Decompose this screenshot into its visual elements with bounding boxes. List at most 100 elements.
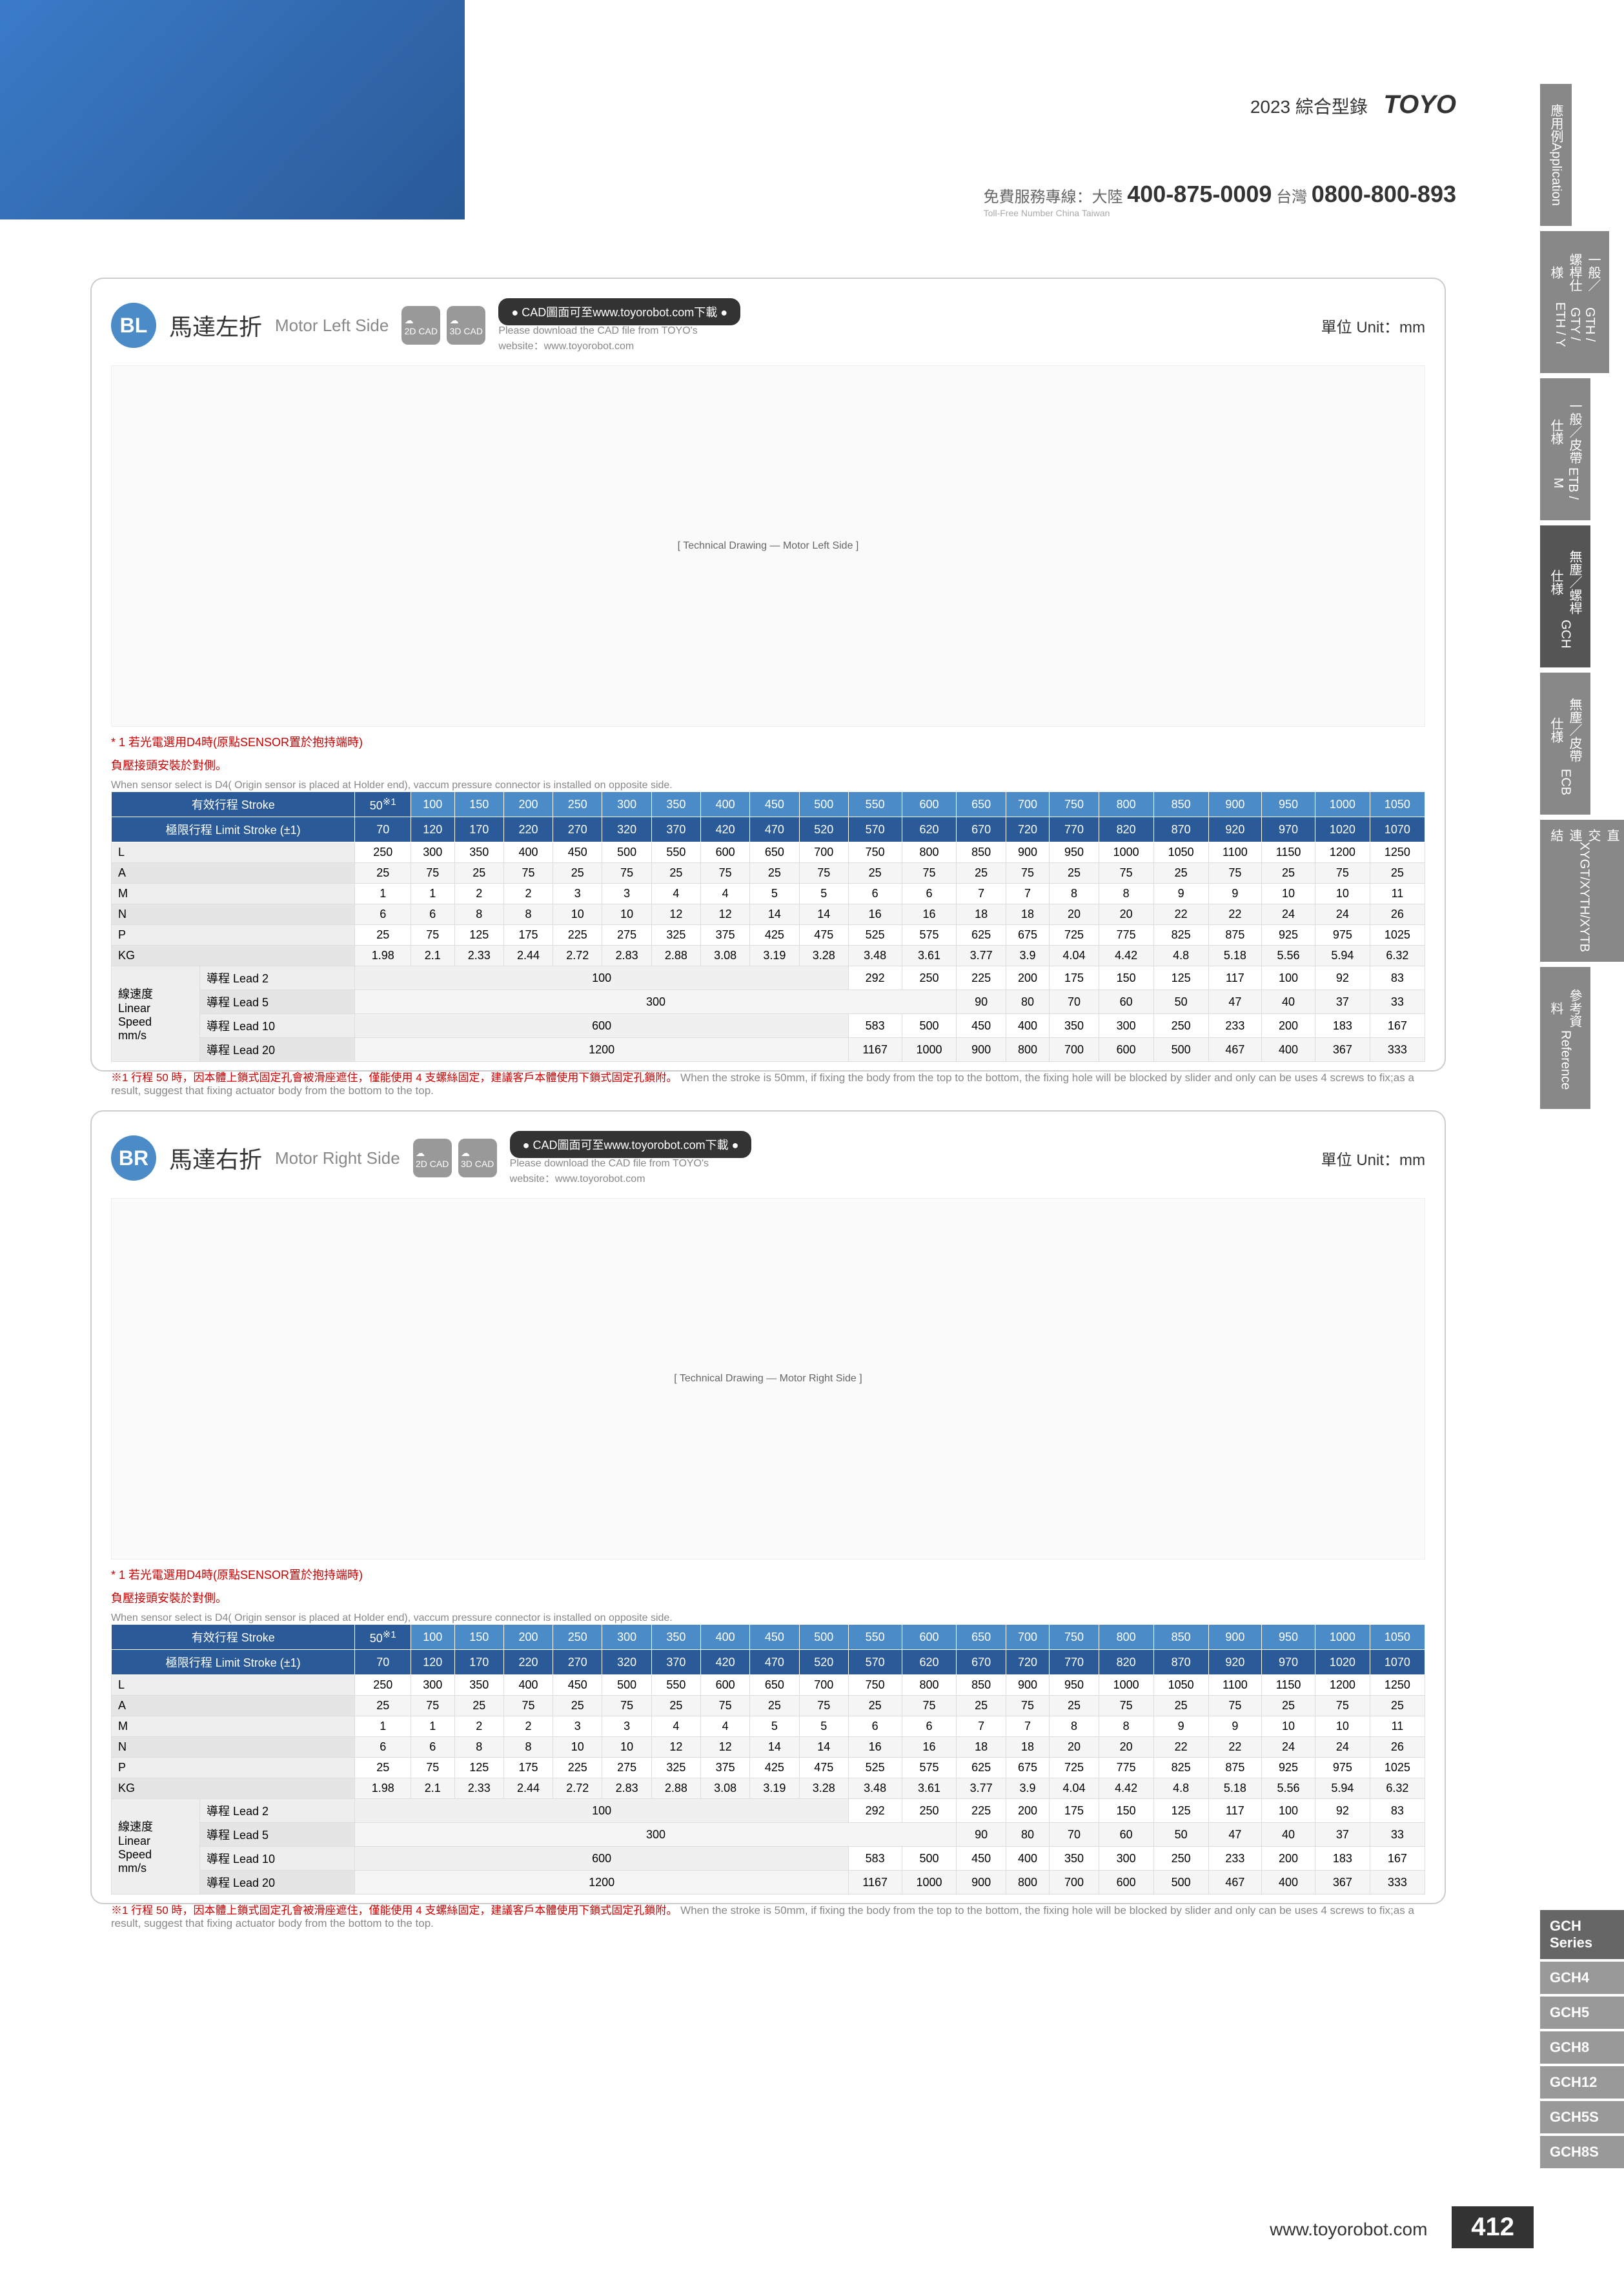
th-limit-val: 570 bbox=[848, 1650, 902, 1675]
cell: 800 bbox=[902, 842, 957, 863]
cell: 5 bbox=[750, 884, 799, 904]
cell: 1050 bbox=[1153, 842, 1208, 863]
cell: 3.48 bbox=[848, 946, 902, 966]
unit-label: 單位 Unit：mm bbox=[1321, 314, 1425, 337]
cad-icons-br: ☁2D CAD ☁3D CAD bbox=[413, 1139, 497, 1177]
cell: 7 bbox=[1006, 884, 1050, 904]
cell: 250 bbox=[355, 842, 411, 863]
cell: 550 bbox=[651, 842, 700, 863]
cell: 25 bbox=[651, 863, 700, 884]
cell: 250 bbox=[355, 1675, 411, 1696]
cell: 375 bbox=[701, 925, 750, 946]
cell: 450 bbox=[553, 1675, 602, 1696]
2d-cad-icon-br[interactable]: ☁2D CAD bbox=[413, 1139, 452, 1177]
th-stroke-val: 200 bbox=[503, 1625, 553, 1650]
cell: 1050 bbox=[1153, 1675, 1208, 1696]
th-stroke-val: 400 bbox=[701, 1625, 750, 1650]
br-sub: Motor Right Side bbox=[275, 1148, 400, 1168]
side-tab-xy[interactable]: 直交連結 XYGT/XYTH/XYTB bbox=[1540, 820, 1624, 962]
th-stroke-val: 400 bbox=[701, 792, 750, 817]
side-tab-etb[interactable]: 一般／皮帶仕様 ETB / M bbox=[1540, 378, 1590, 520]
cell: 500 bbox=[1153, 1871, 1208, 1895]
footnote-red: ※1 行程 50 時，因本體上鎖式固定孔會被滑座遮住，僅能使用 4 支螺絲固定，… bbox=[111, 1072, 677, 1084]
bl-table-container: 有效行程 Stroke50※11001502002503003504004505… bbox=[111, 791, 1425, 1062]
cell: 60 bbox=[1099, 990, 1153, 1014]
cell: 575 bbox=[902, 925, 957, 946]
th-limit-val: 220 bbox=[503, 817, 553, 842]
side-tab-ref[interactable]: 參考資料 Reference bbox=[1540, 967, 1590, 1109]
cell: 3 bbox=[602, 884, 651, 904]
cell: 1.98 bbox=[355, 1778, 411, 1799]
footer: www.toyorobot.com 412 bbox=[1270, 2206, 1534, 2248]
model-tab-gch8s[interactable]: GCH8S bbox=[1540, 2136, 1624, 2168]
side-tabs: 應用例 Application 一般／螺桿仕様 GTH / GTY / ETH … bbox=[1540, 84, 1624, 1114]
3d-cad-icon-br[interactable]: ☁3D CAD bbox=[458, 1139, 497, 1177]
phone-label-2: 台灣 bbox=[1276, 188, 1307, 206]
cell: 8 bbox=[503, 904, 553, 925]
side-tab-gth[interactable]: 一般／螺桿仕様 GTH / GTY / ETH / Y bbox=[1540, 231, 1609, 373]
cell: 9 bbox=[1208, 1716, 1262, 1737]
th-stroke-val: 350 bbox=[651, 1625, 700, 1650]
cell: 250 bbox=[902, 966, 957, 990]
cell: 25 bbox=[553, 863, 602, 884]
th-stroke-val: 1050 bbox=[1370, 792, 1425, 817]
side-tab-application[interactable]: 應用例 Application bbox=[1540, 84, 1572, 226]
model-tab-gch5s[interactable]: GCH5S bbox=[1540, 2101, 1624, 2133]
th-stroke-val: 300 bbox=[602, 1625, 651, 1650]
2d-cad-icon[interactable]: ☁2D CAD bbox=[401, 306, 440, 345]
cell: 25 bbox=[1050, 863, 1099, 884]
cad-link[interactable]: ● CAD圖面可至www.toyorobot.com下載 ● bbox=[498, 298, 740, 325]
cell: 300 bbox=[1099, 1014, 1153, 1038]
cell: 33 bbox=[1370, 990, 1425, 1014]
model-tab-gch5[interactable]: GCH5 bbox=[1540, 1997, 1624, 2029]
cell: 25 bbox=[1262, 863, 1315, 884]
phone-2: 0800-800-893 bbox=[1312, 181, 1456, 207]
cad-link-block: ● CAD圖面可至www.toyorobot.com下載 ● Please do… bbox=[498, 298, 740, 352]
cell: 75 bbox=[503, 1696, 553, 1716]
cell: 2.44 bbox=[503, 1778, 553, 1799]
cell: 1200 bbox=[1315, 842, 1370, 863]
cell: 3 bbox=[553, 1716, 602, 1737]
cell: 625 bbox=[957, 925, 1006, 946]
cell: 25 bbox=[553, 1696, 602, 1716]
3d-cad-icon[interactable]: ☁3D CAD bbox=[447, 306, 485, 345]
cell: 8 bbox=[1050, 1716, 1099, 1737]
cell: 850 bbox=[957, 1675, 1006, 1696]
th-stroke-val: 100 bbox=[411, 792, 454, 817]
cell: 18 bbox=[1006, 904, 1050, 925]
cell: 22 bbox=[1208, 904, 1262, 925]
model-tab-gch8[interactable]: GCH8 bbox=[1540, 2031, 1624, 2064]
th-stroke-val: 500 bbox=[799, 1625, 848, 1650]
cell: 2.1 bbox=[411, 1778, 454, 1799]
cell: 8 bbox=[1050, 884, 1099, 904]
cell: 25 bbox=[848, 863, 902, 884]
cell: 75 bbox=[799, 1696, 848, 1716]
cell: 22 bbox=[1153, 1737, 1208, 1758]
cell: 125 bbox=[1153, 966, 1208, 990]
cell: 2.33 bbox=[454, 946, 503, 966]
cell: 400 bbox=[1006, 1847, 1050, 1871]
phone-label-1: 免費服務專線：大陸 bbox=[984, 188, 1123, 206]
model-tab-gch4[interactable]: GCH4 bbox=[1540, 1962, 1624, 1994]
side-tab-gch[interactable]: 無塵／螺桿仕様 GCH bbox=[1540, 525, 1590, 667]
th-stroke-val: 900 bbox=[1208, 1625, 1262, 1650]
cell: 83 bbox=[1370, 966, 1425, 990]
cell: 1000 bbox=[902, 1871, 957, 1895]
bl-footnote: ※1 行程 50 時，因本體上鎖式固定孔會被滑座遮住，僅能使用 4 支螺絲固定，… bbox=[111, 1068, 1425, 1097]
th-stroke-val: 600 bbox=[902, 792, 957, 817]
cell: 1000 bbox=[1099, 842, 1153, 863]
cad-link-br[interactable]: ● CAD圖面可至www.toyorobot.com下載 ● bbox=[510, 1131, 752, 1158]
cell: 10 bbox=[1262, 1716, 1315, 1737]
th-stroke: 有效行程 Stroke bbox=[112, 792, 355, 817]
cell: 925 bbox=[1262, 1758, 1315, 1778]
br-note-gray: When sensor select is D4( Origin sensor … bbox=[111, 1612, 1425, 1624]
side-tab-ecb[interactable]: 無塵／皮帶仕様 ECB bbox=[1540, 673, 1590, 815]
cell: 5.18 bbox=[1208, 946, 1262, 966]
speed-merged: 1200 bbox=[355, 1038, 848, 1062]
model-tab-gch12[interactable]: GCH12 bbox=[1540, 2066, 1624, 2099]
row-label: A bbox=[112, 863, 355, 884]
th-limit-val: 1070 bbox=[1370, 1650, 1425, 1675]
cell: 167 bbox=[1370, 1014, 1425, 1038]
cell: 7 bbox=[957, 884, 1006, 904]
th-limit-val: 620 bbox=[902, 1650, 957, 1675]
